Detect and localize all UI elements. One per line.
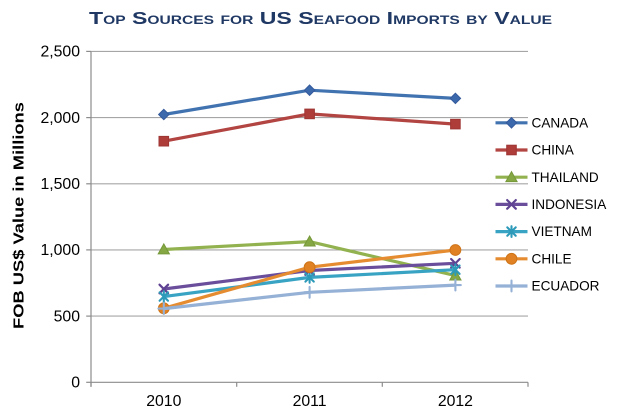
svg-text:500: 500 <box>54 308 81 325</box>
svg-text:INDONESIA: INDONESIA <box>532 197 608 212</box>
svg-text:ECUADOR: ECUADOR <box>532 279 600 294</box>
svg-text:VIETNAM: VIETNAM <box>532 224 592 239</box>
svg-text:2,500: 2,500 <box>40 44 80 61</box>
svg-text:CANADA: CANADA <box>532 115 590 130</box>
svg-text:THAILAND: THAILAND <box>532 170 599 185</box>
svg-text:1,000: 1,000 <box>40 242 80 259</box>
svg-text:0: 0 <box>71 375 80 392</box>
svg-text:CHINA: CHINA <box>532 143 575 158</box>
svg-text:CHILE: CHILE <box>532 251 572 266</box>
svg-text:2012: 2012 <box>438 393 473 410</box>
svg-text:Top Sources for US Seafood Imp: Top Sources for US Seafood Imports by Va… <box>89 8 552 28</box>
svg-text:2,000: 2,000 <box>40 110 80 127</box>
svg-text:1,500: 1,500 <box>40 176 80 193</box>
svg-text:FOB US$ Value in Millions: FOB US$ Value in Millions <box>11 102 28 329</box>
svg-text:2010: 2010 <box>146 393 181 410</box>
svg-text:2011: 2011 <box>293 393 327 410</box>
